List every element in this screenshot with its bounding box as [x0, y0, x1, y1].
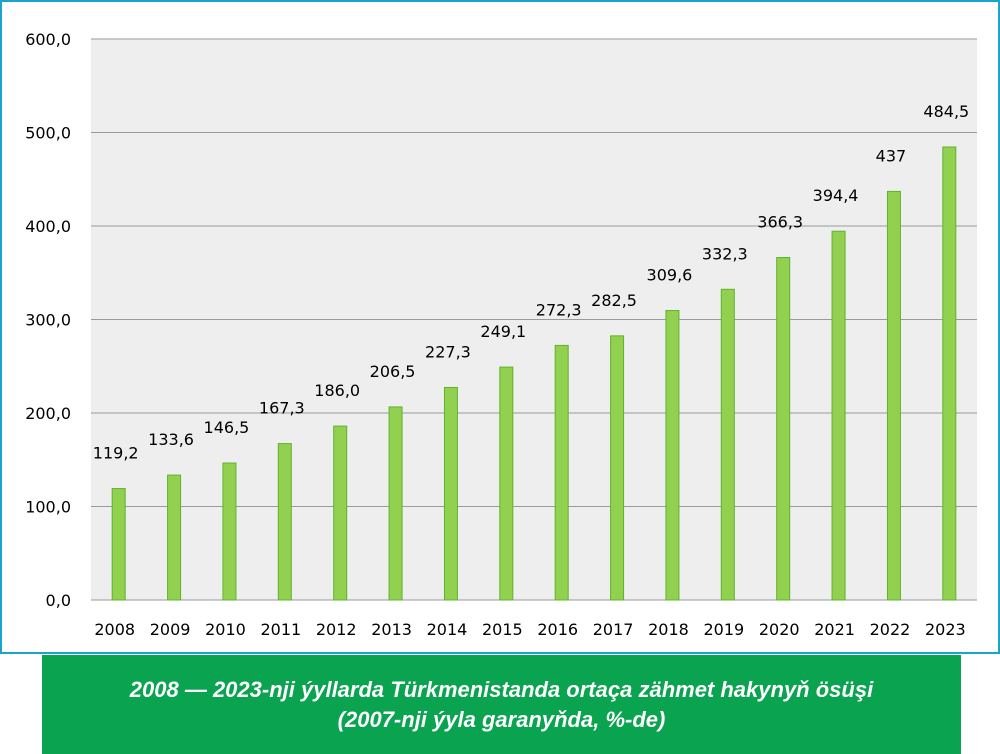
x-tick-label: 2010	[205, 620, 246, 639]
y-tick-label: 400,0	[25, 217, 71, 236]
data-label: 272,3	[536, 300, 582, 319]
y-axis-tick-labels: 0,0 100,0 200,0 300,0 400,0 500,0 600,0	[25, 30, 71, 610]
bar	[499, 366, 514, 601]
bar	[388, 406, 403, 601]
data-label: 119,2	[93, 444, 139, 463]
x-tick-label: 2023	[925, 620, 966, 639]
bar	[831, 230, 846, 601]
data-label: 332,3	[702, 244, 748, 263]
data-label: 186,0	[314, 381, 360, 400]
bar	[167, 474, 182, 601]
data-label: 167,3	[259, 399, 305, 418]
bar	[443, 386, 458, 601]
bars	[111, 146, 957, 601]
data-label: 282,5	[591, 291, 637, 310]
y-tick-label: 300,0	[25, 311, 71, 330]
data-label: 146,5	[204, 418, 250, 437]
x-tick-label: 2009	[150, 620, 191, 639]
data-label: 249,1	[480, 322, 526, 341]
x-tick-label: 2019	[703, 620, 744, 639]
data-label: 227,3	[425, 342, 471, 361]
x-tick-label: 2014	[427, 620, 468, 639]
bar	[886, 190, 901, 601]
y-tick-label: 200,0	[25, 404, 71, 423]
x-axis-tick-labels: 2008 2009 2010 2011 2012 2013 2014 2015 2016 2017…	[94, 620, 965, 639]
y-tick-label: 0,0	[46, 591, 71, 610]
data-label: 366,3	[757, 213, 803, 232]
caption-line-2: (2007-nji ýyla garanyňda, %-de)	[337, 706, 666, 732]
gridlines	[91, 38, 977, 601]
x-tick-label: 2018	[648, 620, 689, 639]
x-tick-label: 2017	[593, 620, 634, 639]
x-tick-label: 2022	[870, 620, 911, 639]
data-label: 206,5	[370, 362, 416, 381]
data-label: 437	[876, 146, 907, 165]
bar	[776, 257, 791, 601]
data-labels: 119,2 133,6 146,5 167,3 186,0 206,5 227,3 249,1…	[93, 102, 969, 463]
x-tick-label: 2020	[759, 620, 800, 639]
chart-caption: 2008 — 2023-nji ýyllarda Türkmenistanda …	[42, 655, 961, 754]
data-label: 394,4	[813, 186, 859, 205]
data-label: 309,6	[647, 266, 693, 285]
bar	[111, 488, 126, 601]
data-label: 484,5	[923, 102, 969, 121]
bar	[222, 462, 237, 601]
y-tick-label: 600,0	[25, 30, 71, 49]
bar	[720, 288, 735, 601]
chart-frame: 0,0 100,0 200,0 300,0 400,0 500,0 600,0 119,2 1…	[0, 0, 1000, 654]
y-tick-label: 500,0	[25, 124, 71, 143]
x-tick-label: 2011	[260, 620, 301, 639]
bar	[277, 443, 292, 601]
bar	[942, 146, 957, 601]
bar	[610, 335, 625, 601]
x-tick-label: 2008	[94, 620, 135, 639]
caption-line-1: 2008 — 2023-nji ýyllarda Türkmenistanda …	[129, 676, 874, 702]
x-tick-label: 2012	[316, 620, 357, 639]
y-tick-label: 100,0	[25, 498, 71, 517]
bar	[333, 425, 348, 601]
x-tick-label: 2013	[371, 620, 412, 639]
bar	[554, 344, 569, 601]
data-label: 133,6	[148, 430, 194, 449]
bar	[665, 310, 680, 601]
x-tick-label: 2015	[482, 620, 523, 639]
x-tick-label: 2021	[814, 620, 855, 639]
x-tick-label: 2016	[537, 620, 578, 639]
